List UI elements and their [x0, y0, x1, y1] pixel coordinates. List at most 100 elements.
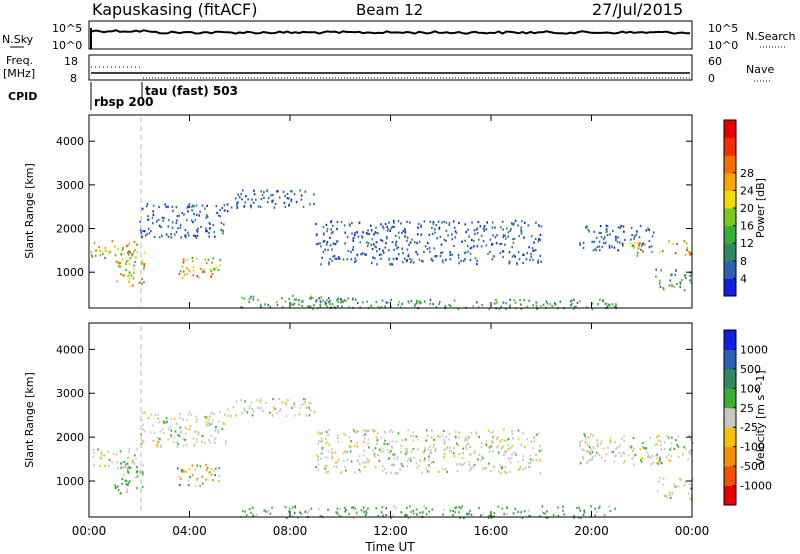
- echo-cell: [390, 298, 392, 301]
- echo-cell: [337, 297, 339, 300]
- echo-cell: [432, 303, 435, 306]
- echo-cell: [241, 412, 244, 415]
- echo-cell: [259, 205, 262, 209]
- echo-cell: [655, 275, 657, 278]
- echo-cell: [108, 251, 110, 254]
- echo-cell: [647, 227, 649, 230]
- echo-cell: [317, 463, 320, 466]
- echo-cell: [326, 230, 328, 233]
- echo-cell: [468, 235, 470, 238]
- echo-cell: [482, 239, 485, 243]
- echo-cell: [332, 231, 334, 234]
- echo-cell: [176, 440, 179, 444]
- echo-cell: [432, 221, 435, 224]
- echo-cell: [451, 233, 453, 236]
- echo-cell: [482, 512, 484, 515]
- echo-cell: [404, 453, 407, 456]
- echo-cell: [653, 231, 655, 234]
- echo-cell: [182, 437, 184, 440]
- echo-cell: [441, 221, 443, 224]
- echo-cell: [472, 305, 474, 308]
- echo-cell: [143, 264, 146, 268]
- echo-cell: [609, 510, 612, 513]
- echo-cell: [355, 259, 357, 262]
- echo-cell: [350, 445, 352, 448]
- echo-cell: [497, 436, 499, 439]
- echo-cell: [491, 440, 493, 443]
- echo-cell: [443, 508, 445, 511]
- echo-cell: [366, 241, 368, 244]
- echo-cell: [286, 192, 289, 196]
- echo-cell: [410, 259, 413, 262]
- echo-cell: [633, 237, 635, 240]
- echo-cell: [478, 435, 480, 439]
- echo-cell: [194, 218, 197, 222]
- echo-cell: [400, 222, 402, 225]
- echo-cell: [211, 268, 213, 271]
- echo-cell: [263, 196, 265, 199]
- echo-cell: [464, 439, 466, 442]
- echo-cell: [485, 439, 488, 442]
- echo-cell: [187, 234, 190, 237]
- echo-cell: [504, 234, 506, 237]
- echo-cell: [204, 207, 206, 210]
- echo-cell: [339, 508, 342, 511]
- echo-cell: [282, 190, 285, 193]
- echo-cell: [431, 429, 433, 432]
- echo-cell: [427, 448, 429, 451]
- echo-cell: [474, 257, 477, 260]
- velocity-panel-frame: [88, 322, 693, 518]
- echo-cell: [490, 445, 493, 448]
- echo-cell: [339, 257, 341, 260]
- echo-cell: [638, 236, 641, 239]
- echo-cell: [353, 508, 355, 511]
- echo-cell: [241, 198, 243, 201]
- echo-cell: [312, 296, 314, 299]
- echo-cell: [140, 231, 143, 234]
- echo-cell: [212, 479, 214, 482]
- echo-cell: [518, 258, 521, 261]
- echo-cell: [381, 506, 384, 509]
- echo-cell: [488, 462, 490, 465]
- echo-cell: [334, 451, 337, 454]
- echo-cell: [304, 190, 307, 193]
- echo-cell: [440, 251, 442, 255]
- echo-cell: [362, 434, 365, 437]
- echo-cell: [457, 307, 460, 311]
- echo-cell: [596, 452, 599, 455]
- echo-cell: [290, 198, 293, 201]
- echo-cell: [481, 304, 483, 307]
- echo-cell: [271, 200, 273, 204]
- echo-cell: [656, 435, 658, 438]
- colorbar-tick-label: 100: [740, 382, 761, 395]
- echo-cell: [554, 303, 556, 306]
- echo-cell: [318, 297, 320, 300]
- echo-cell: [519, 465, 522, 469]
- echo-cell: [344, 434, 347, 437]
- echo-cell: [481, 467, 484, 470]
- colorbar-swatch: [724, 349, 736, 370]
- echo-cell: [181, 212, 183, 215]
- echo-cell: [327, 249, 329, 252]
- echo-cell: [158, 437, 161, 441]
- echo-cell: [618, 451, 621, 454]
- echo-cell: [365, 232, 368, 235]
- echo-cell: [671, 273, 673, 276]
- echo-cell: [492, 234, 494, 237]
- echo-cell: [436, 237, 438, 240]
- echo-cell: [340, 301, 342, 304]
- echo-cell: [392, 464, 395, 467]
- echo-cell: [322, 240, 325, 243]
- echo-cell: [134, 454, 136, 457]
- echo-cell: [324, 464, 327, 467]
- echo-cell: [404, 447, 407, 450]
- echo-cell: [213, 231, 215, 234]
- echo-cell: [531, 247, 534, 250]
- echo-cell: [454, 236, 457, 239]
- echo-cell: [119, 450, 122, 453]
- echo-cell: [517, 510, 519, 514]
- echo-cell: [656, 443, 658, 446]
- echo-cell: [387, 458, 389, 461]
- echo-cell: [491, 226, 494, 229]
- echo-cell: [683, 484, 685, 487]
